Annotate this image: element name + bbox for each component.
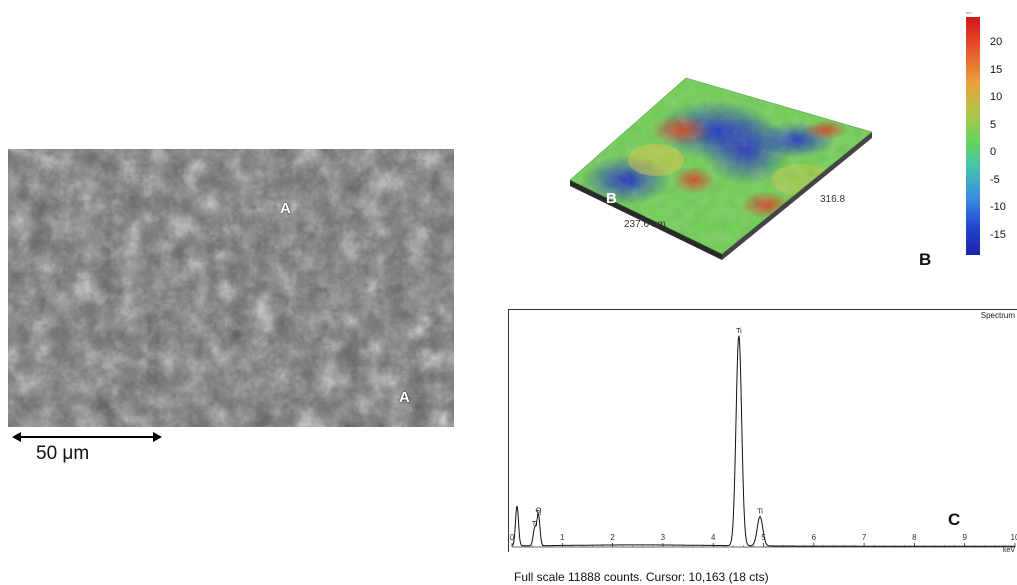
topography-3d-map: B 237.6 um 316.8 xyxy=(566,70,876,260)
height-colorbar: um 20 15 10 5 0 -5 -10 -15 xyxy=(952,8,1014,258)
colorbar-tick-label: -5 xyxy=(990,173,1000,186)
peak-label: O xyxy=(536,507,542,514)
x-tick-label: 0 xyxy=(510,533,515,542)
colorbar-tick-label: 15 xyxy=(990,63,1003,76)
panel-letter-c: C xyxy=(948,510,961,529)
colorbar-tick-label: 5 xyxy=(990,118,997,131)
region-label-a: A xyxy=(280,200,291,217)
x-tick-label: 9 xyxy=(962,533,967,542)
colorbar-tick-label: 0 xyxy=(990,146,997,158)
peak-label: Ti xyxy=(532,521,538,528)
x-tick-label: 6 xyxy=(812,533,817,542)
scale-bar-label: 50 μm xyxy=(36,443,90,464)
scale-bar xyxy=(12,432,162,442)
peak-label: Ti xyxy=(535,510,541,517)
x-tick-label: 3 xyxy=(661,533,666,542)
colorbar-unit: um xyxy=(966,10,972,15)
x-tick-label: 1 xyxy=(560,533,565,542)
panel-letter-b: B xyxy=(919,250,932,269)
sem-texture xyxy=(8,149,454,427)
surface-marker-b: B xyxy=(606,190,617,207)
x-tick-label: 7 xyxy=(862,533,867,542)
x-tick-label: 10 xyxy=(1011,533,1017,542)
chart-title: Spectrum xyxy=(981,311,1016,320)
topography-surface xyxy=(569,77,873,260)
x-tick-label: 2 xyxy=(610,533,615,542)
axis-x-label: 237.6 um xyxy=(624,219,666,230)
colorbar-tick-label: -10 xyxy=(990,201,1006,213)
x-tick-label: 5 xyxy=(761,533,766,542)
region-label-a: A xyxy=(399,389,410,406)
x-tick-label: 4 xyxy=(711,533,716,542)
spectrum-plot: Spectrum012345678910keVTiTiOTiTi xyxy=(508,309,1017,554)
spectrum-line xyxy=(511,335,1015,547)
eds-spectrum-chart: Spectrum012345678910keVTiTiOTiTi xyxy=(508,309,1017,554)
spectrum-footer: Full scale 11888 counts. Cursor: 10,163 … xyxy=(514,570,769,584)
x-axis-label: keV xyxy=(1003,547,1015,552)
colorbar-tick-label: 10 xyxy=(990,91,1003,103)
axis-y-label: 316.8 xyxy=(820,194,846,205)
colorbar-tick-label: 20 xyxy=(990,36,1003,48)
sem-micrograph: A A xyxy=(8,149,454,427)
x-tick-label: 8 xyxy=(912,533,917,542)
colorbar-tick-label: -15 xyxy=(990,228,1006,241)
peak-label: Ti xyxy=(757,509,763,516)
peak-label: Ti xyxy=(736,328,742,335)
colorbar-gradient xyxy=(966,17,980,255)
